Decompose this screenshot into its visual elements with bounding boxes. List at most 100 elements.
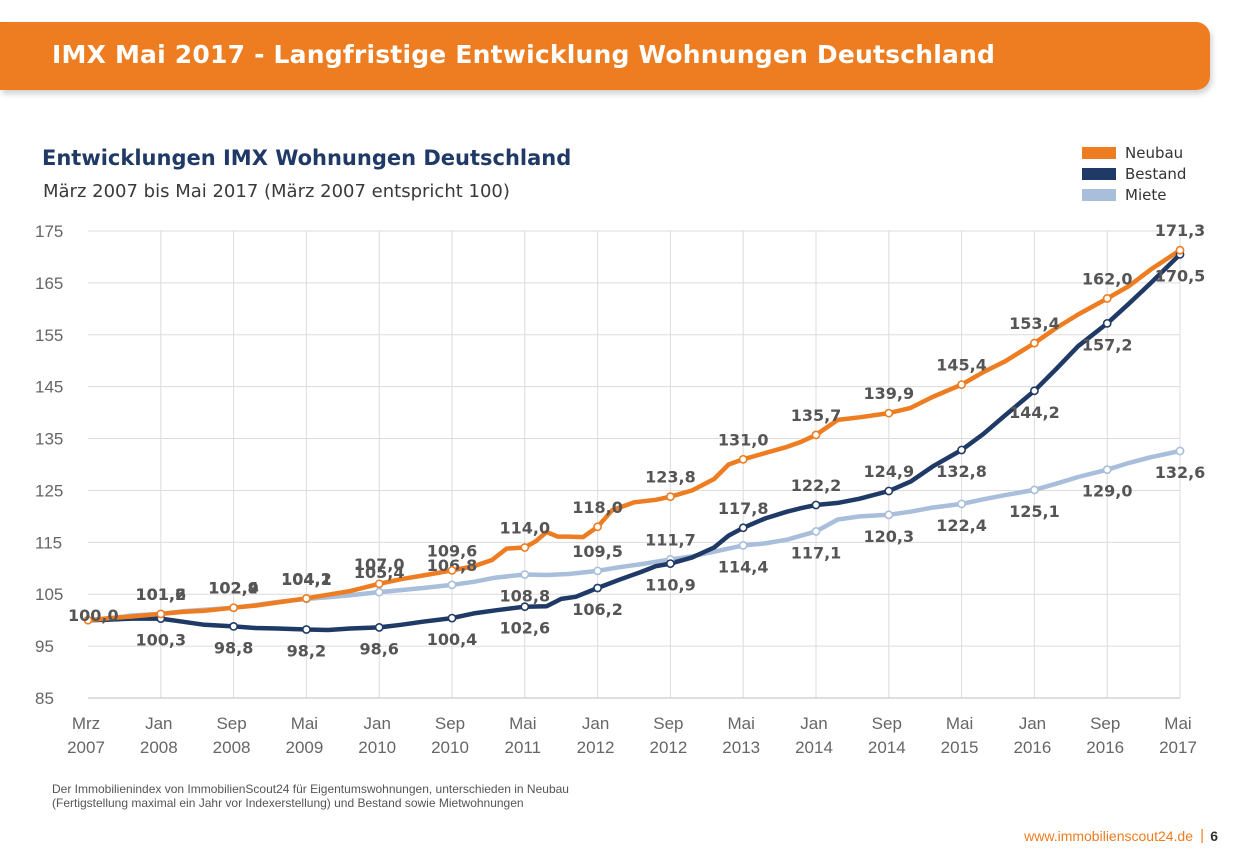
data-label: 104,2 [281, 569, 332, 588]
data-label: 139,9 [863, 384, 914, 403]
data-label: 157,2 [1082, 335, 1133, 354]
data-marker-bestand [374, 623, 384, 632]
y-tick-label: 115 [35, 533, 62, 552]
data-marker-bestand [811, 500, 821, 510]
y-tick-label: 145 [35, 378, 63, 397]
x-tick-label: Mrz 2007 [67, 714, 105, 757]
legend-swatch-bestand [1082, 167, 1116, 180]
data-marker-bestand [738, 523, 748, 533]
data-label: 100,4 [427, 630, 478, 649]
data-label: 122,4 [936, 516, 987, 535]
data-label: 125,1 [1009, 502, 1060, 521]
data-label: 102,9 [208, 579, 259, 598]
data-marker-neubau [811, 430, 821, 440]
data-marker-miete [1030, 485, 1039, 495]
legend-swatch-miete [1082, 188, 1116, 201]
legend-label-miete: Miete [1125, 185, 1167, 204]
data-label: 102,6 [499, 619, 550, 638]
data-marker-neubau [301, 593, 311, 603]
data-marker-neubau [1030, 338, 1039, 348]
data-label: 114,4 [718, 557, 769, 576]
data-label: 153,4 [1009, 314, 1060, 333]
data-label: 98,6 [359, 639, 398, 658]
data-marker-miete [957, 499, 966, 509]
series-layer [85, 247, 1183, 633]
series-line-bestand [85, 252, 1183, 633]
x-tick-label: Sep 2016 [1086, 714, 1124, 757]
axis-layer: 175 165 155 145 135 125 115 105 95 85 Mrz 2007 Jan 20… [35, 222, 1197, 757]
data-marker-neubau [520, 543, 530, 552]
data-marker-neubau [884, 408, 894, 418]
legend-item-miete: Miete [1082, 184, 1186, 205]
footnote: Der Immobilienindex von ImmobilienScout2… [52, 782, 772, 810]
data-marker-neubau [156, 609, 166, 619]
data-marker-miete [1175, 446, 1185, 456]
data-label: 105,4 [354, 563, 405, 582]
x-tick-label: Mai 2009 [285, 714, 323, 757]
data-label: 100,0 [68, 606, 119, 625]
data-label: 109,6 [427, 541, 478, 560]
data-marker-bestand [520, 602, 530, 612]
data-label: 101,2 [135, 585, 186, 604]
legend-swatch-neubau [1082, 146, 1116, 159]
x-tick-label: Jan 2016 [1013, 714, 1051, 757]
data-label: 131,0 [718, 430, 769, 449]
data-marker-bestand [1030, 386, 1039, 396]
data-label: 122,2 [791, 476, 842, 495]
footnote-line-1: Der Immobilienindex von ImmobilienScout2… [52, 782, 569, 796]
legend-item-neubau: Neubau [1082, 142, 1186, 163]
x-tick-label: Mai 2013 [722, 714, 760, 757]
data-marker-miete [1102, 465, 1112, 475]
data-label: 135,7 [791, 406, 842, 425]
data-label: 111,7 [645, 530, 696, 549]
data-label: 101,6 [135, 585, 186, 604]
data-label: 100,3 [135, 631, 186, 650]
data-marker-miete [811, 527, 821, 536]
data-label: 132,8 [936, 462, 987, 481]
data-label: 114,0 [499, 519, 550, 538]
data-label: 132,6 [1155, 463, 1206, 482]
data-label: 144,2 [1009, 403, 1060, 422]
data-marker-neubau [593, 522, 602, 532]
data-label: 106,8 [427, 556, 478, 575]
data-marker-miete [738, 541, 748, 550]
chart-legend: Neubau Bestand Miete [1082, 142, 1186, 205]
x-tick-label: Sep 2014 [868, 714, 906, 757]
data-marker-bestand [447, 613, 457, 623]
data-label: 117,8 [718, 499, 769, 518]
x-tick-label: Sep 2012 [649, 714, 687, 757]
y-tick-label: 135 [35, 430, 63, 449]
data-marker-neubau [666, 492, 675, 502]
footnote-line-2: (Fertigstellung maximal ein Jahr vor Ind… [52, 796, 524, 810]
data-marker-neubau [738, 454, 748, 464]
legend-item-bestand: Bestand [1082, 163, 1186, 184]
data-marker-neubau [229, 603, 238, 613]
data-marker-miete [520, 570, 530, 579]
data-marker-neubau [374, 579, 384, 589]
data-label: 106,2 [572, 600, 623, 619]
x-tick-label: Jan 2008 [140, 714, 178, 757]
data-label: 118,0 [572, 498, 623, 517]
data-marker-bestand [884, 486, 894, 496]
series-line-neubau [85, 247, 1183, 623]
data-marker-bestand [957, 445, 966, 455]
x-tick-label: Jan 2014 [795, 714, 833, 757]
data-label: 108,8 [499, 587, 550, 606]
data-marker-neubau [957, 380, 966, 389]
data-marker-miete [374, 587, 384, 597]
data-label: 104,1 [281, 570, 332, 589]
data-label: 98,8 [214, 638, 253, 657]
data-marker-bestand [301, 625, 311, 634]
y-tick-label: 85 [35, 689, 54, 708]
x-tick-label: Mai 2017 [1159, 714, 1197, 757]
y-tick-label: 95 [35, 637, 54, 656]
page-number: 6 [1210, 828, 1218, 844]
footer-website-link[interactable]: www.immobilienscout24.de [1024, 828, 1193, 844]
data-label: 124,9 [863, 462, 914, 481]
data-marker-bestand [666, 559, 675, 569]
data-marker-neubau [1175, 245, 1185, 255]
data-label: 171,3 [1155, 221, 1206, 240]
y-tick-label: 105 [35, 585, 63, 604]
data-label: 170,5 [1155, 266, 1206, 285]
data-marker-neubau [83, 615, 93, 625]
